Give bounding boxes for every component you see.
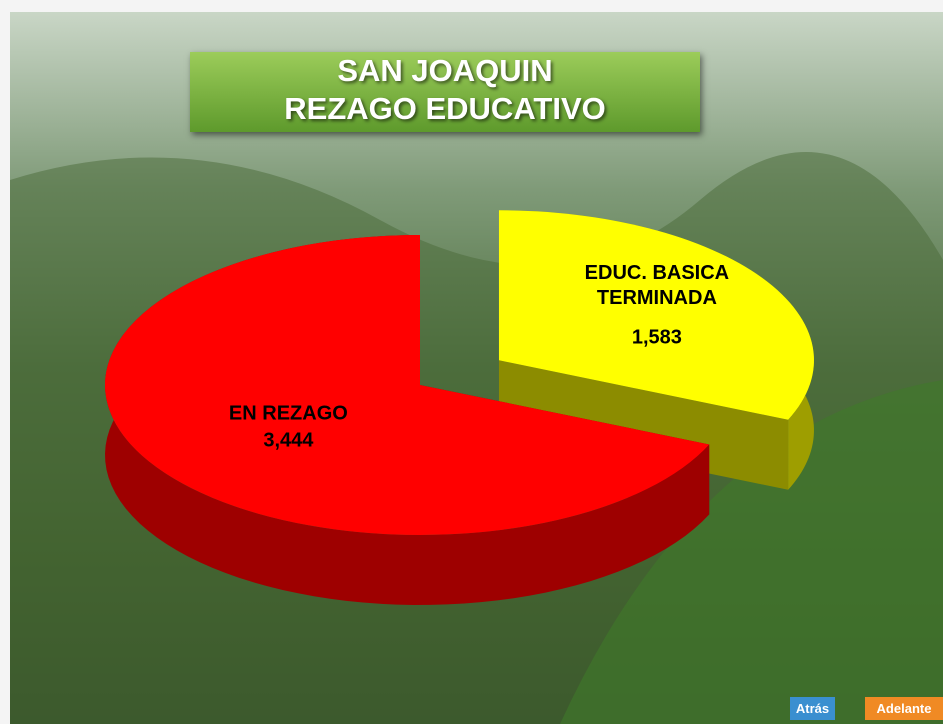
slice [105, 235, 710, 535]
chart-title: SAN JOAQUIN REZAGO EDUCATIVO [190, 52, 700, 132]
value-label: 1,583 [631, 326, 682, 349]
forward-button[interactable]: Adelante [865, 697, 943, 720]
foliage [560, 380, 943, 724]
back-button[interactable]: Atrás [790, 697, 835, 720]
slice-label: EN REZAGO [228, 402, 348, 425]
title-line: REZAGO EDUCATIVO [284, 91, 606, 126]
value-label: 3,444 [263, 429, 314, 452]
slice-label: EDUC. BASICA TERMINADA [584, 261, 730, 309]
title-line: SAN JOAQUIN [337, 53, 553, 88]
slice-wall [498, 360, 789, 490]
slice [498, 210, 814, 420]
